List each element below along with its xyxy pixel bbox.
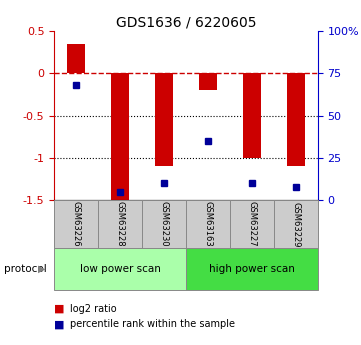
Text: GSM63229: GSM63229 bbox=[291, 201, 300, 247]
Bar bbox=[186, 200, 230, 248]
Text: log2 ratio: log2 ratio bbox=[70, 304, 117, 314]
Text: low power scan: low power scan bbox=[79, 264, 161, 274]
Title: GDS1636 / 6220605: GDS1636 / 6220605 bbox=[116, 16, 256, 30]
Text: GSM63230: GSM63230 bbox=[160, 201, 169, 247]
Bar bbox=[54, 200, 98, 248]
Bar bbox=[230, 200, 274, 248]
Bar bbox=[142, 200, 186, 248]
Bar bbox=[98, 200, 142, 248]
Text: GSM63226: GSM63226 bbox=[71, 201, 81, 247]
Text: GSM63163: GSM63163 bbox=[203, 201, 212, 247]
Text: ■: ■ bbox=[54, 304, 65, 314]
Bar bbox=[287, 73, 305, 166]
Text: percentile rank within the sample: percentile rank within the sample bbox=[70, 319, 235, 329]
Text: ■: ■ bbox=[54, 319, 65, 329]
Bar bbox=[111, 73, 129, 200]
Bar bbox=[155, 73, 173, 166]
Text: GSM63227: GSM63227 bbox=[247, 201, 256, 247]
Bar bbox=[186, 248, 318, 290]
Bar bbox=[274, 200, 318, 248]
Bar bbox=[68, 44, 85, 73]
Text: high power scan: high power scan bbox=[209, 264, 295, 274]
Text: GSM63228: GSM63228 bbox=[116, 201, 125, 247]
Bar bbox=[54, 248, 186, 290]
Bar bbox=[243, 73, 261, 158]
Text: ▶: ▶ bbox=[38, 264, 45, 274]
Text: protocol: protocol bbox=[4, 264, 46, 274]
Bar bbox=[199, 73, 217, 90]
